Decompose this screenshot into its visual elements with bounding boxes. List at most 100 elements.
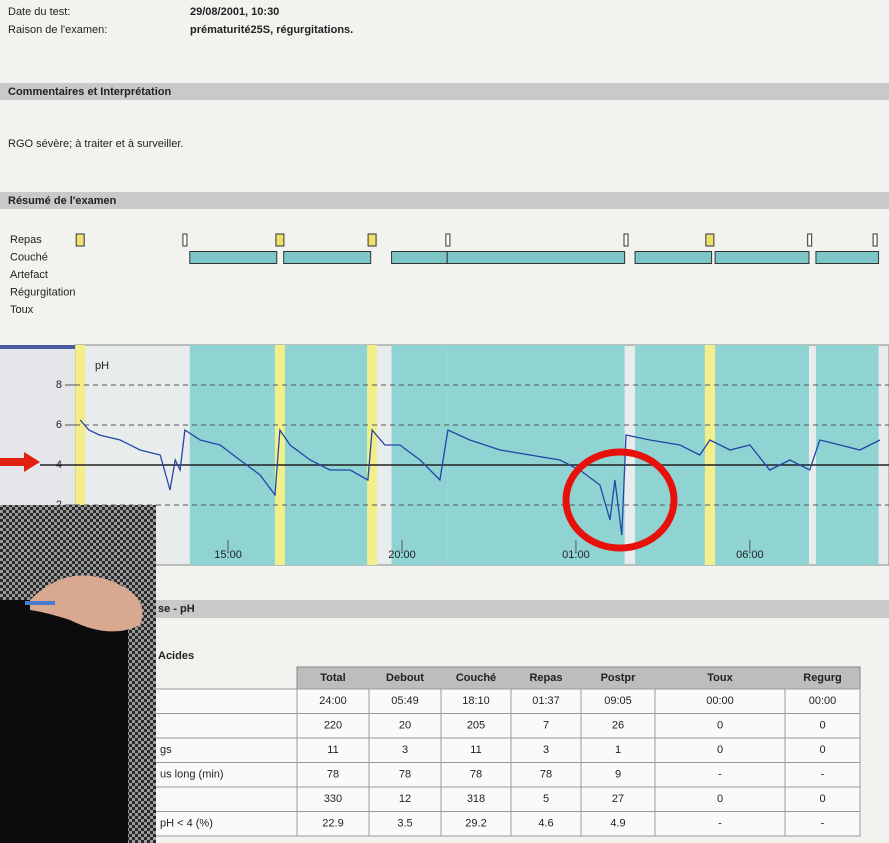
meal-stripe xyxy=(367,345,377,565)
lying-bar xyxy=(635,252,712,264)
axis-label: pH xyxy=(95,360,109,372)
cell: 0 xyxy=(717,720,723,732)
cell: 05:49 xyxy=(391,695,419,707)
cell: - xyxy=(718,818,722,830)
event-marker xyxy=(624,234,628,246)
photo-detail xyxy=(25,601,55,605)
cell: 22.9 xyxy=(322,818,343,830)
table-row xyxy=(155,763,860,788)
meal-marker xyxy=(706,234,714,246)
cell: 318 xyxy=(467,793,485,805)
event-label: Toux xyxy=(10,304,34,316)
x-tick-label: 15:00 xyxy=(214,549,242,561)
y-tick-label: 8 xyxy=(56,379,62,391)
x-tick-label: 06:00 xyxy=(736,549,764,561)
header-value: 29/08/2001, 10:30 xyxy=(190,6,279,18)
cell: 330 xyxy=(324,793,342,805)
meal-stripe xyxy=(275,345,285,565)
section-title: Acides xyxy=(158,650,194,662)
cell: 205 xyxy=(467,720,485,732)
table-header-bg xyxy=(297,667,860,689)
meal-marker xyxy=(368,234,376,246)
event-label: Régurgitation xyxy=(10,286,75,298)
table-row xyxy=(155,689,860,714)
cell: 0 xyxy=(717,793,723,805)
table-row xyxy=(155,787,860,812)
lying-shade xyxy=(392,345,448,565)
cell: 3.5 xyxy=(397,818,412,830)
cell: 11 xyxy=(470,744,481,756)
header-label: Raison de l'examen: xyxy=(8,24,107,36)
axis-band xyxy=(0,345,75,349)
column-header: Toux xyxy=(707,672,733,684)
column-header: Couché xyxy=(456,672,496,684)
cell: 01:37 xyxy=(532,695,560,707)
table-row xyxy=(155,714,860,739)
cell: 220 xyxy=(324,720,342,732)
lying-bar xyxy=(392,252,448,264)
row-label: gs xyxy=(160,744,172,756)
cell: 12 xyxy=(399,793,411,805)
x-tick-label: 01:00 xyxy=(562,549,590,561)
cell: 4.6 xyxy=(538,818,553,830)
meal-marker xyxy=(76,234,84,246)
lying-bar xyxy=(447,252,624,264)
cell: 7 xyxy=(543,720,549,732)
table-row xyxy=(155,812,860,837)
y-tick-label: 6 xyxy=(56,419,62,431)
cell: 29.2 xyxy=(465,818,486,830)
lying-bar xyxy=(816,252,879,264)
cell: 78 xyxy=(327,769,339,781)
table-row xyxy=(155,738,860,763)
section-title: Commentaires et Interprétation xyxy=(8,86,171,98)
cell: 3 xyxy=(402,744,408,756)
event-marker xyxy=(873,234,877,246)
cell: - xyxy=(718,769,722,781)
event-label: Couché xyxy=(10,251,48,263)
header-label: Date du test: xyxy=(8,6,70,18)
cell: 78 xyxy=(399,769,411,781)
cell: 24:00 xyxy=(319,695,347,707)
section-title: Résumé de l'examen xyxy=(8,195,117,207)
cell: - xyxy=(821,769,825,781)
section-title: se - pH xyxy=(158,603,195,615)
cell: 0 xyxy=(819,720,825,732)
cell: 00:00 xyxy=(706,695,734,707)
row-label: us long (min) xyxy=(160,769,224,781)
page: Date du test: 29/08/2001, 10:30 Raison d… xyxy=(0,0,889,843)
section-bar xyxy=(0,192,889,209)
column-header: Regurg xyxy=(803,672,842,684)
cell: 00:00 xyxy=(809,695,837,707)
photo-device xyxy=(0,600,128,843)
cell: 18:10 xyxy=(462,695,490,707)
meal-marker xyxy=(276,234,284,246)
event-marker xyxy=(808,234,812,246)
lying-bar xyxy=(190,252,277,264)
meal-stripe xyxy=(705,345,715,565)
cell: 0 xyxy=(819,744,825,756)
event-marker xyxy=(183,234,187,246)
cell: 78 xyxy=(470,769,482,781)
document: Date du test: 29/08/2001, 10:30 Raison d… xyxy=(0,0,889,843)
column-header: Repas xyxy=(529,672,562,684)
event-marker xyxy=(446,234,450,246)
photo-overlay xyxy=(0,505,156,843)
row-label: pH < 4 (%) xyxy=(160,818,213,830)
lying-shade xyxy=(715,345,809,565)
lying-shade xyxy=(284,345,371,565)
lying-bar xyxy=(284,252,371,264)
cell: 78 xyxy=(540,769,552,781)
column-header: Postpr xyxy=(601,672,637,684)
cell: 3 xyxy=(543,744,549,756)
cell: 09:05 xyxy=(604,695,632,707)
cell: 0 xyxy=(717,744,723,756)
cell: 1 xyxy=(615,744,621,756)
cell: 26 xyxy=(612,720,624,732)
cell: 20 xyxy=(399,720,411,732)
cell: 4.9 xyxy=(610,818,625,830)
cell: 5 xyxy=(543,793,549,805)
cell: - xyxy=(821,818,825,830)
event-label: Repas xyxy=(10,234,42,246)
cell: 27 xyxy=(612,793,624,805)
